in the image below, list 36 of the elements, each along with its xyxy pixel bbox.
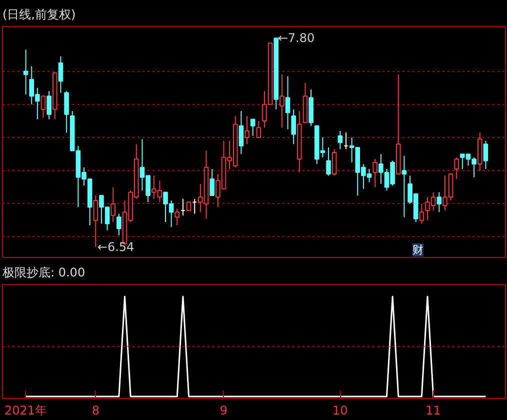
candlestick (250, 118, 256, 136)
annotation: ←6.54 (97, 240, 134, 254)
candlestick (58, 56, 64, 94)
candlestick (116, 213, 122, 236)
candlestick (23, 49, 28, 95)
candlestick (93, 195, 98, 248)
candlestick (110, 186, 116, 223)
candlestick (256, 120, 262, 138)
candlestick (436, 192, 442, 213)
candlestick (291, 108, 296, 145)
candlestick (326, 146, 331, 176)
x-tick-label: 2021年 (4, 404, 48, 418)
candlestick (419, 203, 424, 224)
candlestick (285, 76, 290, 130)
x-tick-label: 11 (426, 404, 441, 418)
candlestick (238, 110, 244, 155)
candlestick (210, 168, 214, 196)
candlestick (174, 208, 180, 226)
candlestick (372, 158, 378, 188)
annotation: 财 (412, 244, 424, 256)
x-tick-label: 10 (332, 404, 348, 418)
candlestick (280, 74, 284, 128)
candlestick (454, 156, 459, 180)
candlestick (332, 148, 337, 176)
x-tick-label: 9 (220, 404, 228, 418)
candlestick (483, 140, 488, 170)
annotation: ←7.80 (278, 31, 315, 46)
x-tick-label: 8 (92, 404, 100, 418)
candlestick (46, 90, 52, 120)
candlestick (338, 130, 343, 150)
candlestick (40, 96, 46, 118)
candlestick (64, 90, 69, 134)
chart-title: 极限抄底: 0.00 (2, 266, 86, 280)
candlestick (244, 115, 250, 145)
candlestick (402, 155, 407, 218)
chart-title: (日线,前复权) (2, 8, 76, 22)
